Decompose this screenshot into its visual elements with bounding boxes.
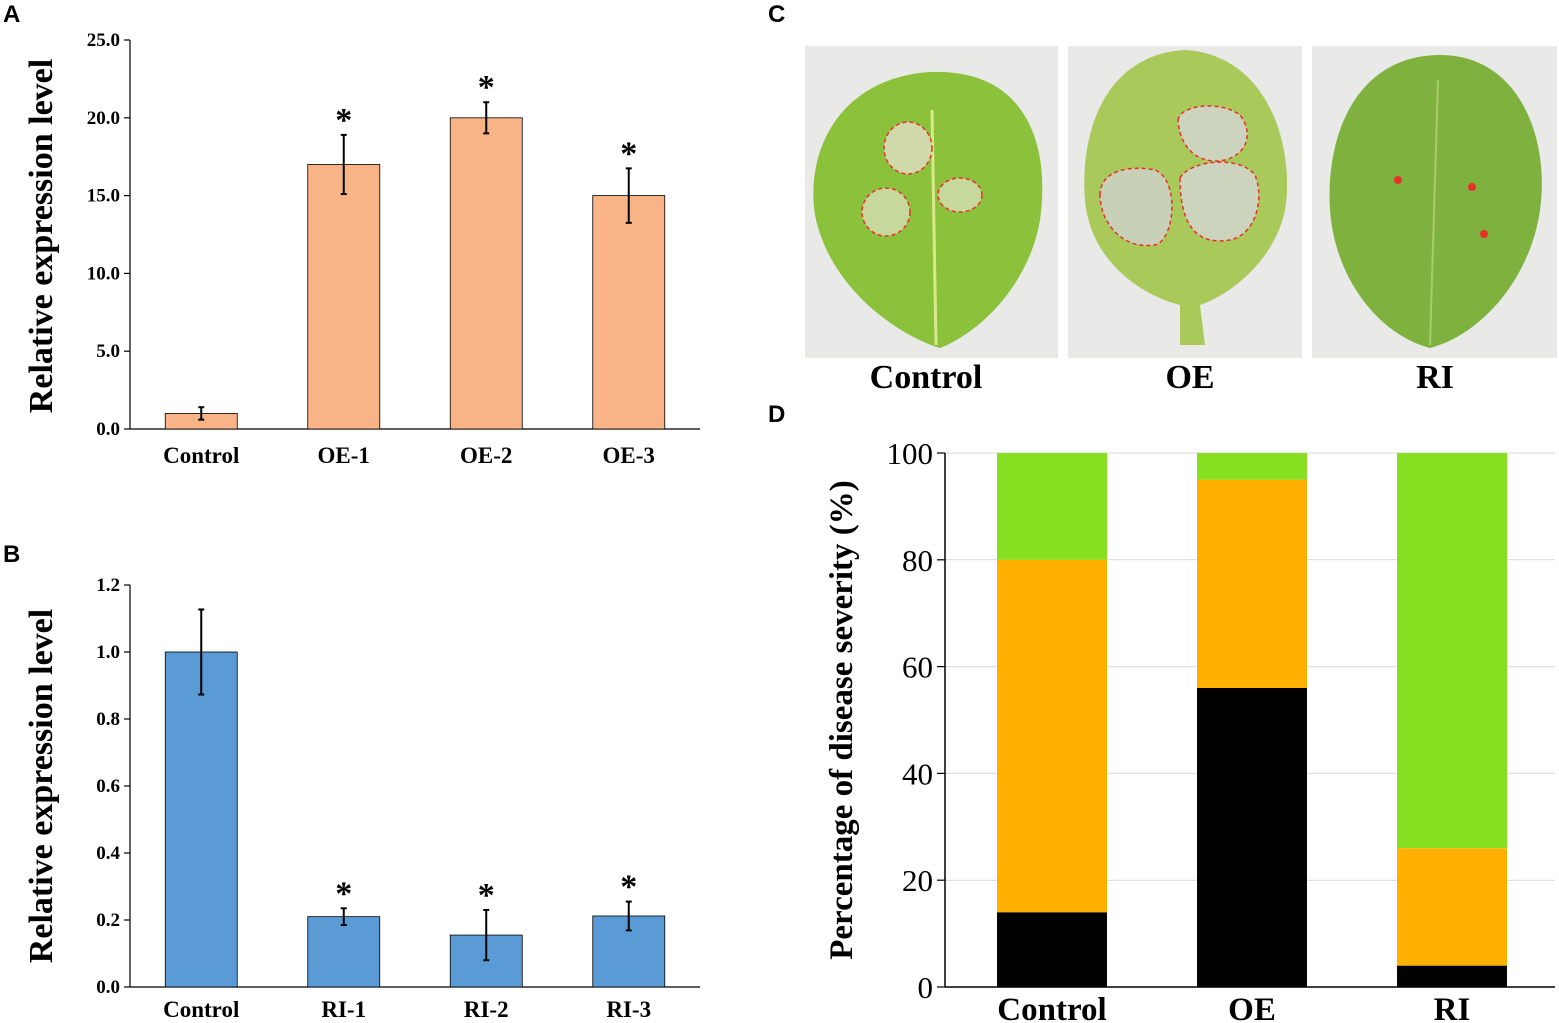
- y-tick-label: 20.0: [87, 108, 120, 129]
- y-tick-label: 0: [918, 970, 934, 1005]
- stacked-segment-moderate: [1197, 479, 1307, 688]
- x-category-label: RI-2: [464, 997, 509, 1022]
- x-category-label: RI-1: [321, 997, 366, 1022]
- inoculation-dot: [1394, 176, 1402, 184]
- lesion-outline: [861, 187, 911, 237]
- stacked-segment-severe: [1197, 687, 1307, 987]
- bar: [164, 651, 238, 988]
- x-category-label: OE-1: [318, 443, 370, 468]
- chart-d-disease-severity: Percentage of disease severity (%) 0 20 40…: [824, 436, 1555, 1023]
- y-tick-label: 5.0: [96, 341, 120, 362]
- y-tick-label: 0.2: [96, 910, 120, 931]
- stacked-segment-mild: [997, 453, 1107, 560]
- leaf-photo-ri: [1312, 46, 1557, 358]
- x-category-label: Control: [997, 992, 1106, 1023]
- x-category-label: Control: [163, 443, 239, 468]
- y-tick-label: 0.8: [96, 709, 120, 730]
- photo-label-oe: OE: [1165, 359, 1214, 396]
- x-category-label: RI-3: [606, 997, 651, 1022]
- y-tick-label: 80: [902, 543, 933, 578]
- x-category-label: OE-2: [460, 443, 512, 468]
- inoculation-dot: [1468, 183, 1476, 191]
- y-tick-label: 0.0: [96, 419, 120, 440]
- y-tick-label: 20: [902, 863, 933, 898]
- y-tick-label: 25.0: [87, 30, 120, 51]
- chart-b-ylabel: Relative expression level: [23, 609, 60, 963]
- inoculation-dot: [1480, 230, 1488, 238]
- stacked-segment-moderate: [997, 559, 1107, 913]
- bar: [307, 164, 381, 430]
- stacked-segment-severe: [1397, 965, 1507, 987]
- lesion-outline: [1177, 105, 1248, 162]
- lesion-outline: [883, 121, 933, 175]
- y-tick-label: 100: [887, 436, 934, 471]
- significance-star: *: [335, 875, 352, 912]
- y-tick-label: 0.4: [96, 843, 120, 864]
- leaf-midrib: [1429, 79, 1439, 346]
- y-tick-label: 0.0: [96, 977, 120, 998]
- chart-a-expression-oe: Relative expression level 0.0 5.0 10.0 15.0…: [23, 30, 700, 468]
- lesion-outline: [1179, 161, 1260, 242]
- leaf-photos-panel: Control OE RI: [805, 46, 1557, 396]
- y-tick-label: 1.0: [96, 642, 120, 663]
- y-tick-label: 10.0: [87, 263, 120, 284]
- bar: [592, 195, 666, 430]
- stacked-segment-severe: [997, 912, 1107, 987]
- chart-a-ylabel: Relative expression level: [23, 59, 60, 413]
- significance-star: *: [478, 69, 495, 106]
- y-tick-label: 1.2: [96, 575, 120, 596]
- y-tick-label: 0.6: [96, 776, 120, 797]
- stacked-segment-moderate: [1397, 848, 1507, 966]
- stacked-segment-mild: [1197, 453, 1307, 480]
- x-category-label: Control: [163, 997, 239, 1022]
- x-category-label: OE-3: [603, 443, 655, 468]
- leaf-control: [813, 71, 1043, 349]
- x-category-label: OE: [1228, 992, 1276, 1023]
- leaf-photo-control: [805, 46, 1058, 358]
- panel-letter-b: B: [3, 541, 20, 568]
- panel-letter-d: D: [768, 401, 785, 428]
- chart-d-ylabel: Percentage of disease severity (%): [824, 480, 860, 960]
- panel-letter-c: C: [768, 1, 785, 28]
- significance-star: *: [620, 135, 637, 172]
- chart-b-expression-ri: Relative expression level 0.0 0.2 0.4 0.6 0.…: [23, 575, 700, 1022]
- y-tick-label: 60: [902, 650, 933, 685]
- panel-letter-a: A: [3, 1, 20, 28]
- stacked-segment-mild: [1397, 453, 1507, 849]
- photo-label-ri: RI: [1416, 359, 1454, 396]
- significance-star: *: [620, 869, 637, 906]
- bar: [307, 916, 381, 988]
- leaf-ri: [1329, 55, 1542, 348]
- significance-star: *: [478, 877, 495, 914]
- bar: [449, 117, 523, 430]
- photo-label-control: Control: [870, 359, 983, 396]
- y-tick-label: 40: [902, 756, 933, 791]
- lesion-outline: [937, 177, 983, 213]
- leaf-photo-oe: [1068, 46, 1302, 358]
- significance-star: *: [335, 102, 352, 139]
- x-category-label: RI: [1434, 992, 1471, 1023]
- y-tick-label: 15.0: [87, 186, 120, 207]
- lesion-outline: [1099, 167, 1173, 247]
